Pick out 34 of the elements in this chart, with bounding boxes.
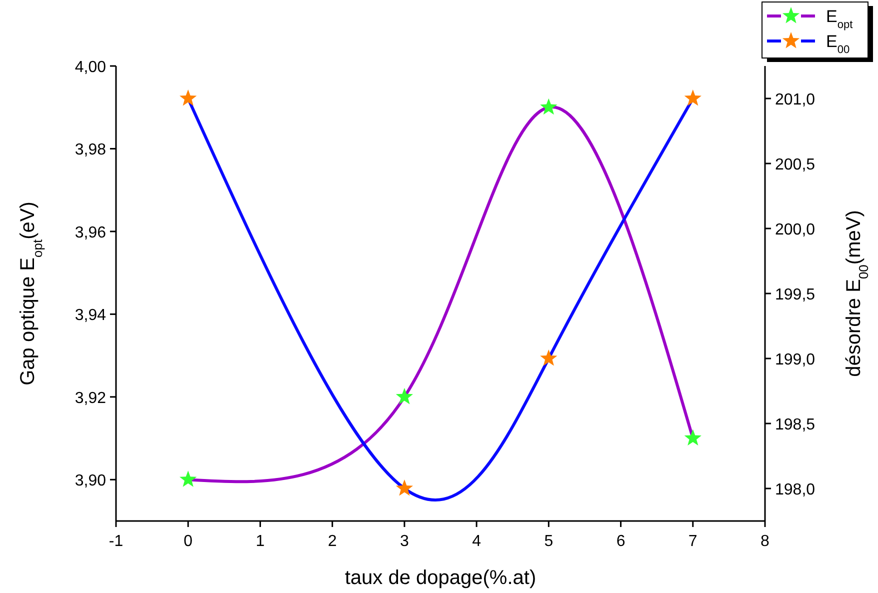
point	[540, 350, 558, 366]
x-tick-label: 2	[328, 533, 337, 550]
x-tick-label: 1	[256, 533, 265, 550]
y2-tick-label: 200,0	[775, 222, 816, 238]
y-tick-label: 4,00	[74, 59, 106, 76]
y2-tick-label: 198,5	[775, 416, 816, 434]
y2-tick-label: 200,5	[775, 156, 816, 174]
x-tick-label: 6	[616, 533, 626, 550]
y2-tick-label: 199,0	[775, 352, 816, 368]
y-tick-label: 3,90	[74, 472, 106, 490]
point	[396, 480, 414, 496]
y-tick-label: 3,98	[74, 142, 106, 159]
point	[396, 388, 414, 404]
y-tick-label: 3,96	[74, 224, 106, 242]
y2-tick-label: 199,5	[775, 286, 816, 304]
y2-tick-label: 201,0	[775, 92, 816, 108]
x-tick-label: 4	[472, 533, 482, 550]
x-tick-label: 7	[688, 533, 698, 550]
x-tick-label: 0	[184, 533, 193, 550]
x-tick-label: 5	[544, 533, 554, 550]
legend-label: E$_{opt}$	[826, 7, 853, 31]
point	[684, 90, 702, 106]
point	[180, 470, 197, 487]
y-tick-label: 3,94	[74, 307, 106, 324]
point	[180, 90, 197, 106]
x-axis-title: taux de dopage(%.at)	[344, 567, 536, 589]
point	[540, 98, 558, 115]
x-tick-label: -1	[108, 533, 124, 550]
x-tick-label: 3	[400, 533, 409, 550]
legend-label: E$_{00}$	[826, 32, 850, 56]
x-tick-label: 8	[760, 533, 770, 550]
y2-tick-label: 198,0	[775, 482, 816, 498]
point	[684, 429, 702, 446]
y-tick-label: 3,92	[74, 390, 106, 407]
